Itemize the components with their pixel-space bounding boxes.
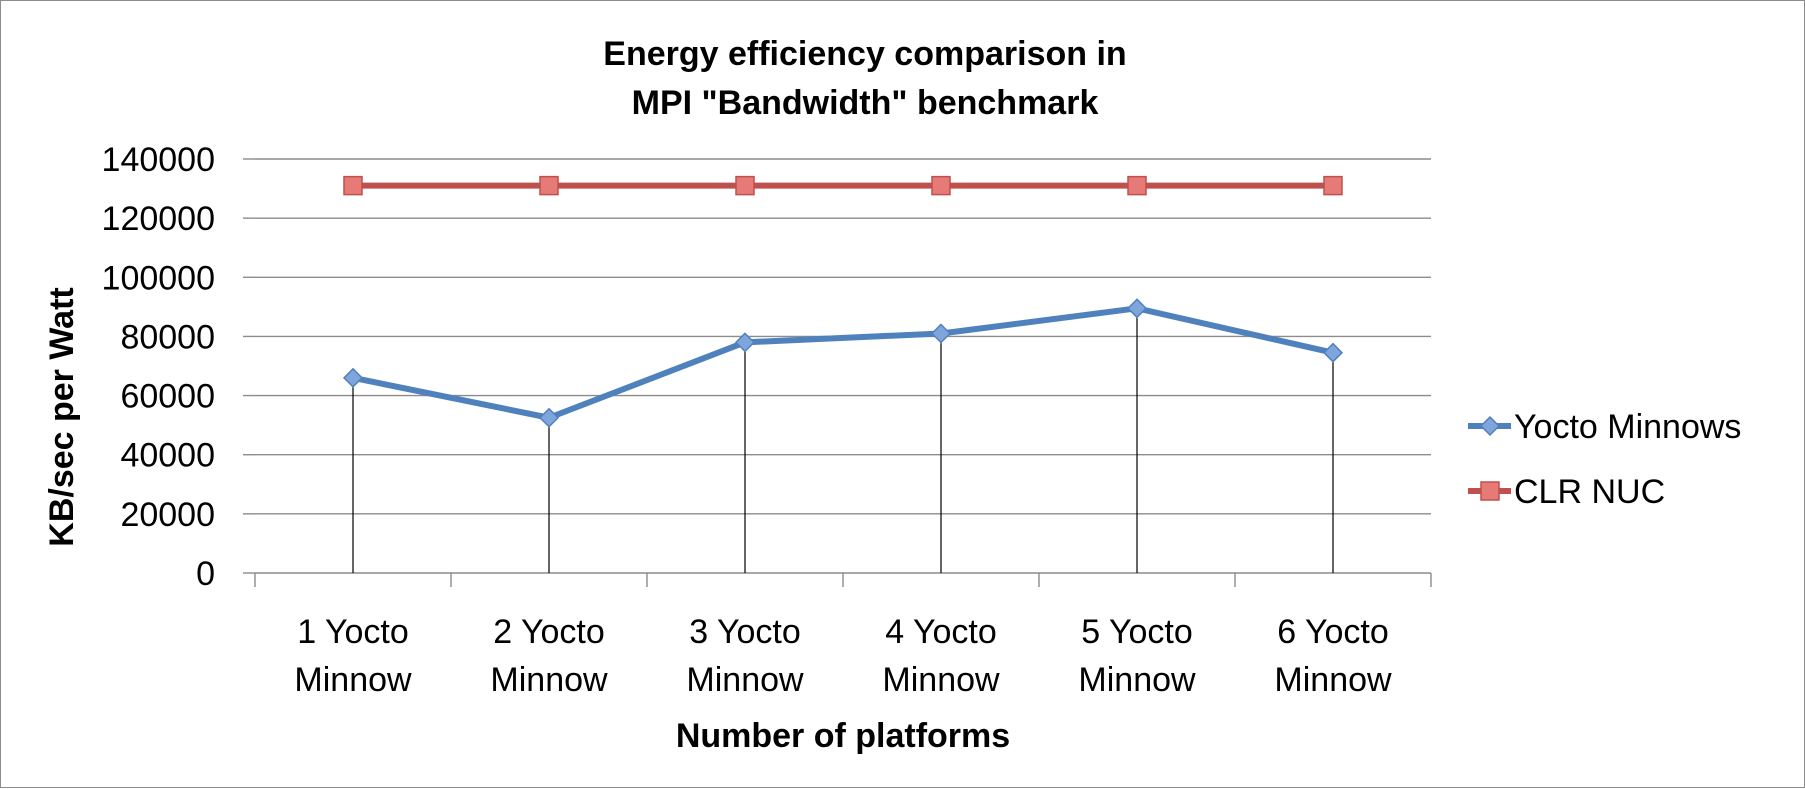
x-axis-title: Number of platforms xyxy=(676,717,1010,755)
legend-label: Yocto Minnows xyxy=(1514,408,1741,446)
x-tick-label-line: 6 Yocto xyxy=(1277,613,1389,651)
x-tick-label-line: 4 Yocto xyxy=(885,613,997,651)
data-point xyxy=(1126,298,1148,319)
x-tick-label: 2 Yocto Minnow xyxy=(490,613,608,699)
y-tick-label: 0 xyxy=(196,555,215,593)
series-clr-nuc xyxy=(343,175,1343,196)
x-tick-label-line: 3 Yocto xyxy=(689,613,801,651)
gridlines xyxy=(243,158,1431,574)
y-tick-label: 60000 xyxy=(120,378,215,416)
data-point xyxy=(539,175,559,196)
legend-label: CLR NUC xyxy=(1514,473,1665,511)
x-tick-label: 5 Yocto Minnow xyxy=(1078,613,1196,699)
drop-lines xyxy=(352,308,1334,573)
y-tick-label: 20000 xyxy=(120,496,215,534)
x-tick-label-line: Minnow xyxy=(294,661,412,699)
x-tick-label-line: Minnow xyxy=(1274,661,1392,699)
x-tick-label-line: 2 Yocto xyxy=(493,613,605,651)
series-line xyxy=(352,305,1334,421)
x-axis xyxy=(254,572,1432,587)
x-tick-label: 1 Yocto Minnow xyxy=(294,613,412,699)
y-tick-label: 80000 xyxy=(120,318,215,356)
x-tick-label-line: Minnow xyxy=(1078,661,1196,699)
x-tick-label-line: Minnow xyxy=(686,661,804,699)
data-point xyxy=(930,323,952,344)
x-tick-label-line: Minnow xyxy=(882,661,1000,699)
chart-title-line-2: MPI "Bandwidth" benchmark xyxy=(632,84,1099,122)
data-point xyxy=(1322,342,1344,363)
legend: Yocto Minnows CLR NUC xyxy=(1468,408,1741,511)
y-tick-label: 40000 xyxy=(120,437,215,475)
data-point xyxy=(735,175,755,196)
x-tick-label: 3 Yocto Minnow xyxy=(686,613,804,699)
data-point xyxy=(343,175,363,196)
x-tick-label: 6 Yocto Minnow xyxy=(1274,613,1392,699)
y-tick-label: 120000 xyxy=(102,200,215,238)
data-point xyxy=(342,367,364,388)
x-tick-label-line: 1 Yocto xyxy=(297,613,409,651)
data-point xyxy=(1323,175,1343,196)
y-tick-label: 140000 xyxy=(102,141,215,179)
data-point xyxy=(1127,175,1147,196)
y-tick-label: 100000 xyxy=(102,259,215,297)
series-layer xyxy=(342,175,1344,428)
x-tick-label-line: 5 Yocto xyxy=(1081,613,1193,651)
chart-title-line-1: Energy efficiency comparison in xyxy=(603,35,1126,73)
chart-title: Energy efficiency comparison in MPI "Ban… xyxy=(603,35,1126,122)
y-axis-tick-labels: 0 20000 40000 60000 80000 100000 120000 140000 xyxy=(102,141,215,593)
legend-marker xyxy=(1480,481,1500,501)
data-point xyxy=(538,407,560,428)
legend-marker xyxy=(1479,415,1501,437)
data-point xyxy=(931,175,951,196)
series-yocto-minnows xyxy=(342,298,1344,428)
legend-entry: CLR NUC xyxy=(1468,473,1665,511)
legend-entry: Yocto Minnows xyxy=(1468,408,1741,446)
x-tick-label: 4 Yocto Minnow xyxy=(882,613,1000,699)
x-tick-label-line: Minnow xyxy=(490,661,608,699)
data-point xyxy=(734,332,756,353)
y-axis-title: KB/sec per Watt xyxy=(43,287,81,546)
